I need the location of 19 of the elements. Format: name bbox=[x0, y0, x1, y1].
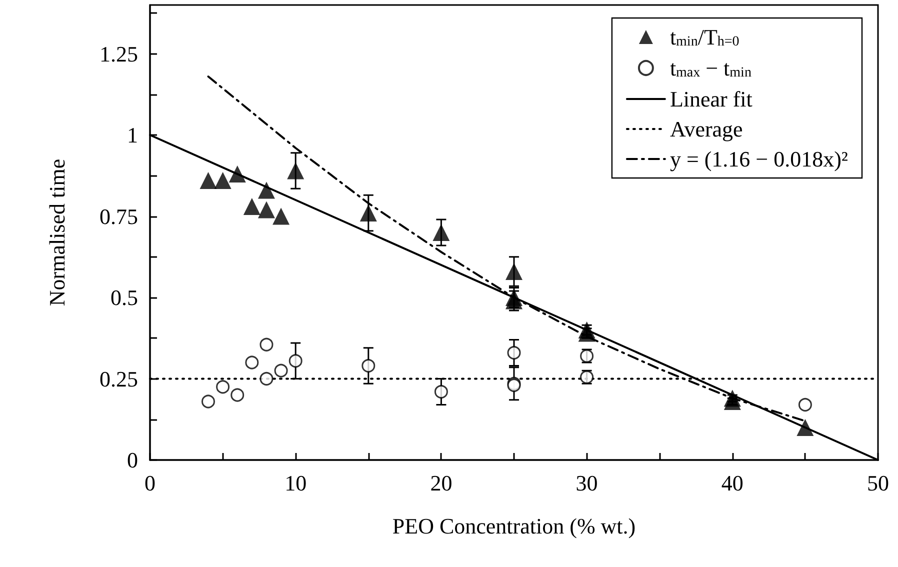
y-tick-label: 1 bbox=[127, 122, 138, 148]
legend-label: tmax − tmin bbox=[670, 56, 752, 80]
legend-label: y = (1.16 − 0.018x)² bbox=[670, 146, 848, 172]
x-tick-label: 20 bbox=[430, 470, 452, 496]
legend-label: tmin/Th=0 bbox=[670, 24, 740, 50]
y-tick-label: 0.25 bbox=[100, 366, 138, 392]
x-tick-label: 50 bbox=[867, 470, 889, 496]
y-tick-label: 0.75 bbox=[100, 204, 138, 229]
y-tick-label: 1.25 bbox=[100, 41, 138, 66]
x-tick-label: 30 bbox=[576, 470, 598, 496]
y-tick-label: 0.5 bbox=[110, 285, 138, 310]
x-tick-label: 10 bbox=[284, 470, 307, 496]
y-axis-title: Normalised time bbox=[44, 158, 70, 306]
x-axis-title: PEO Concentration (% wt.) bbox=[392, 514, 636, 538]
x-tick-label: 40 bbox=[721, 470, 744, 496]
legend-label: Linear fit bbox=[670, 86, 752, 112]
legend-label: Average bbox=[670, 116, 743, 142]
y-tick-label: 0 bbox=[127, 448, 138, 472]
x-tick-label: 0 bbox=[144, 470, 156, 496]
